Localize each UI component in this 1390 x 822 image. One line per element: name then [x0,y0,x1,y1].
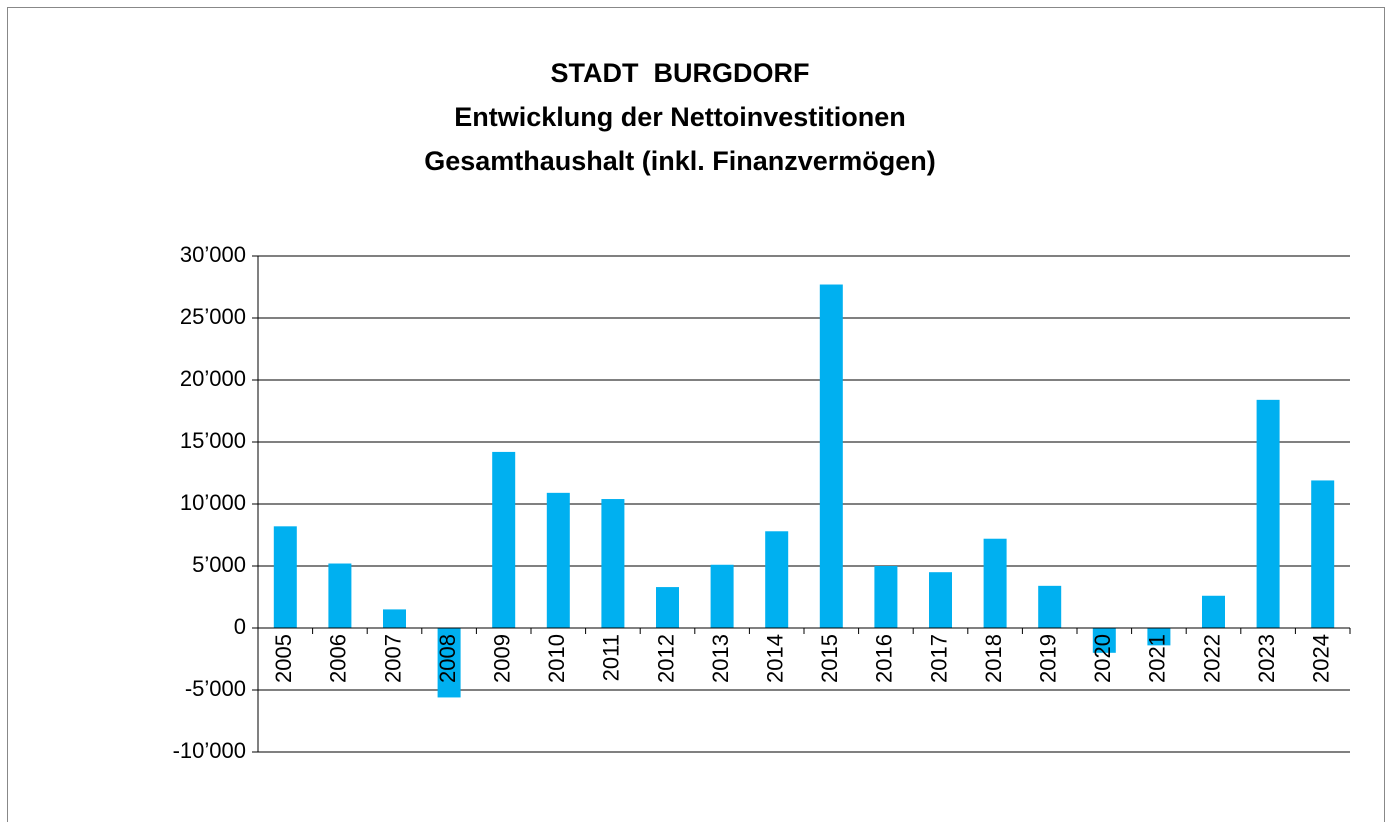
x-tick-label: 2005 [271,634,296,683]
x-tick-label: 2019 [1036,634,1061,683]
bar [819,284,843,628]
y-tick-label: 10’000 [180,490,246,515]
bar [546,492,570,628]
x-tick-label: 2008 [435,634,460,683]
bar [383,609,406,628]
bar [1147,628,1171,646]
x-tick-label: 2015 [817,634,842,683]
y-tick-label: 30’000 [180,242,246,267]
chart-title: Gesamthaushalt (inkl. Finanzvermögen) [424,146,936,176]
bar [1256,399,1280,628]
bar [1202,595,1225,628]
bar [874,566,898,628]
bar [1311,480,1335,628]
bar [328,563,352,628]
bar [437,628,461,698]
x-tick-label: 2011 [599,634,624,681]
y-tick-label: -5’000 [185,676,246,701]
x-tick-label: 2022 [1199,634,1224,683]
bar [765,531,789,628]
x-tick-label: 2013 [708,634,733,683]
bar [1038,585,1062,628]
bar [492,451,516,628]
x-tick-label: 2020 [1090,634,1115,683]
x-tick-label: 2021 [1145,634,1170,683]
x-tick-label: 2014 [763,634,788,683]
x-tick-label: 2018 [981,634,1006,683]
y-tick-label: 0 [234,614,246,639]
y-tick-label: 15’000 [180,428,246,453]
x-tick-label: 2007 [380,634,405,683]
y-tick-label: -10’000 [173,738,246,763]
bar [983,538,1007,628]
x-tick-label: 2017 [926,634,951,683]
chart-title: STADT BURGDORF [551,58,810,88]
x-tick-label: 2023 [1254,634,1279,683]
bar [710,564,734,628]
x-tick-label: 2016 [872,634,897,683]
y-tick-label: 25’000 [180,304,246,329]
bar [601,499,625,628]
bar [273,526,297,628]
x-tick-label: 2012 [653,634,678,683]
y-tick-label: 20’000 [180,366,246,391]
x-tick-label: 2006 [326,634,351,683]
x-tick-label: 2024 [1309,634,1334,683]
chart-title: Entwicklung der Nettoinvestitionen [454,102,906,132]
x-tick-label: 2009 [490,634,515,683]
x-tick-label: 2010 [544,634,569,683]
y-tick-label: 5’000 [192,552,246,577]
bar [656,587,679,628]
bar [929,572,952,628]
chart-border [7,7,1385,822]
bar [1092,628,1116,653]
